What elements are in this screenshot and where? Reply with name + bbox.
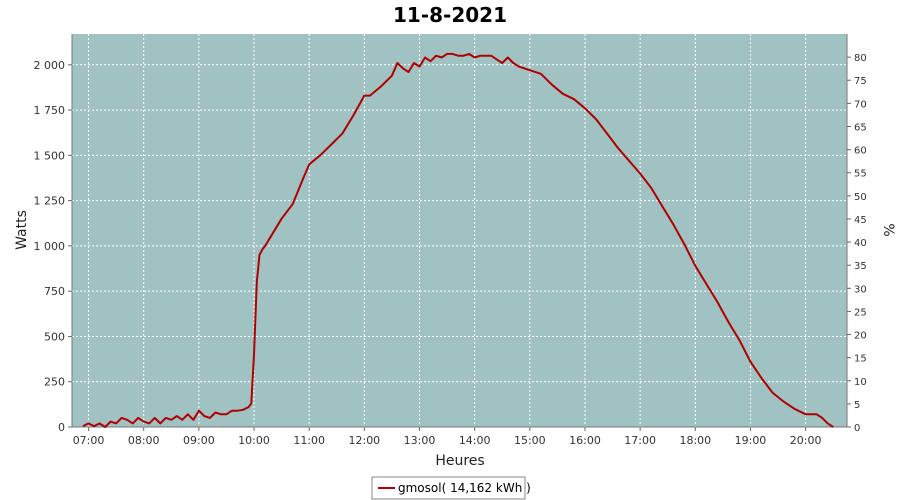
x-tick-label: 16:00	[569, 434, 601, 447]
y2-tick-label: 15	[854, 354, 867, 365]
y-axis-label: Watts	[14, 210, 30, 250]
series-line-0	[82, 52, 834, 428]
x-tick-label: 19:00	[735, 434, 767, 447]
x-axis-label: Heures	[435, 453, 484, 469]
y2-tick-label: 65	[854, 122, 867, 133]
y2-tick-label: 55	[854, 169, 867, 180]
y2-tick-label: 0	[854, 423, 860, 434]
y2-tick-label: 30	[854, 284, 867, 295]
y-tick-label: 750	[44, 285, 65, 298]
x-tick-label: 07:00	[73, 434, 105, 447]
y2-tick-label: 75	[854, 76, 867, 87]
y2-tick-label: 70	[854, 99, 867, 110]
y2-axis-label: %	[880, 223, 896, 236]
x-tick-label: 09:00	[183, 434, 215, 447]
x-tick-label: 10:00	[238, 434, 270, 447]
y-tick-label: 1 500	[34, 149, 66, 162]
y2-tick-label: 10	[854, 377, 867, 388]
y2-tick-label: 35	[854, 261, 867, 272]
grid	[72, 34, 847, 427]
y2-tick-label: 45	[854, 215, 867, 226]
x-tick-label: 11:00	[293, 434, 325, 447]
x-tick-label: 15:00	[514, 434, 546, 447]
legend-box	[371, 476, 526, 500]
y-tick-label: 1 000	[34, 240, 66, 253]
y-tick-label: 500	[44, 330, 65, 343]
y2-tick-label: 40	[854, 238, 867, 249]
y2-tick-label: 50	[854, 192, 867, 203]
x-tick-label: 20:00	[790, 434, 822, 447]
y-tick-label: 1 750	[34, 104, 66, 117]
y2-tick-label: 20	[854, 331, 867, 342]
x-tick-label: 17:00	[624, 434, 656, 447]
y-tick-label: 250	[44, 376, 65, 389]
y2-tick-label: 80	[854, 53, 867, 64]
x-tick-label: 12:00	[348, 434, 380, 447]
y2-tick-label: 5	[854, 400, 860, 411]
x-tick-label: 13:00	[404, 434, 436, 447]
legend-label: gmosol( 14,162 kWh )	[398, 481, 531, 495]
plot-area	[72, 34, 847, 427]
y2-tick-label: 25	[854, 307, 867, 318]
x-tick-label: 14:00	[459, 434, 491, 447]
y2-tick-label: 60	[854, 146, 867, 157]
x-tick-label: 18:00	[679, 434, 711, 447]
y-tick-label: 2 000	[34, 59, 66, 72]
legend: gmosol( 14,162 kWh )	[371, 476, 531, 500]
y-tick-label: 0	[58, 421, 65, 434]
y-tick-label: 1 250	[34, 195, 66, 208]
chart-title: 11-8-2021	[393, 3, 507, 27]
x-tick-label: 08:00	[128, 434, 160, 447]
